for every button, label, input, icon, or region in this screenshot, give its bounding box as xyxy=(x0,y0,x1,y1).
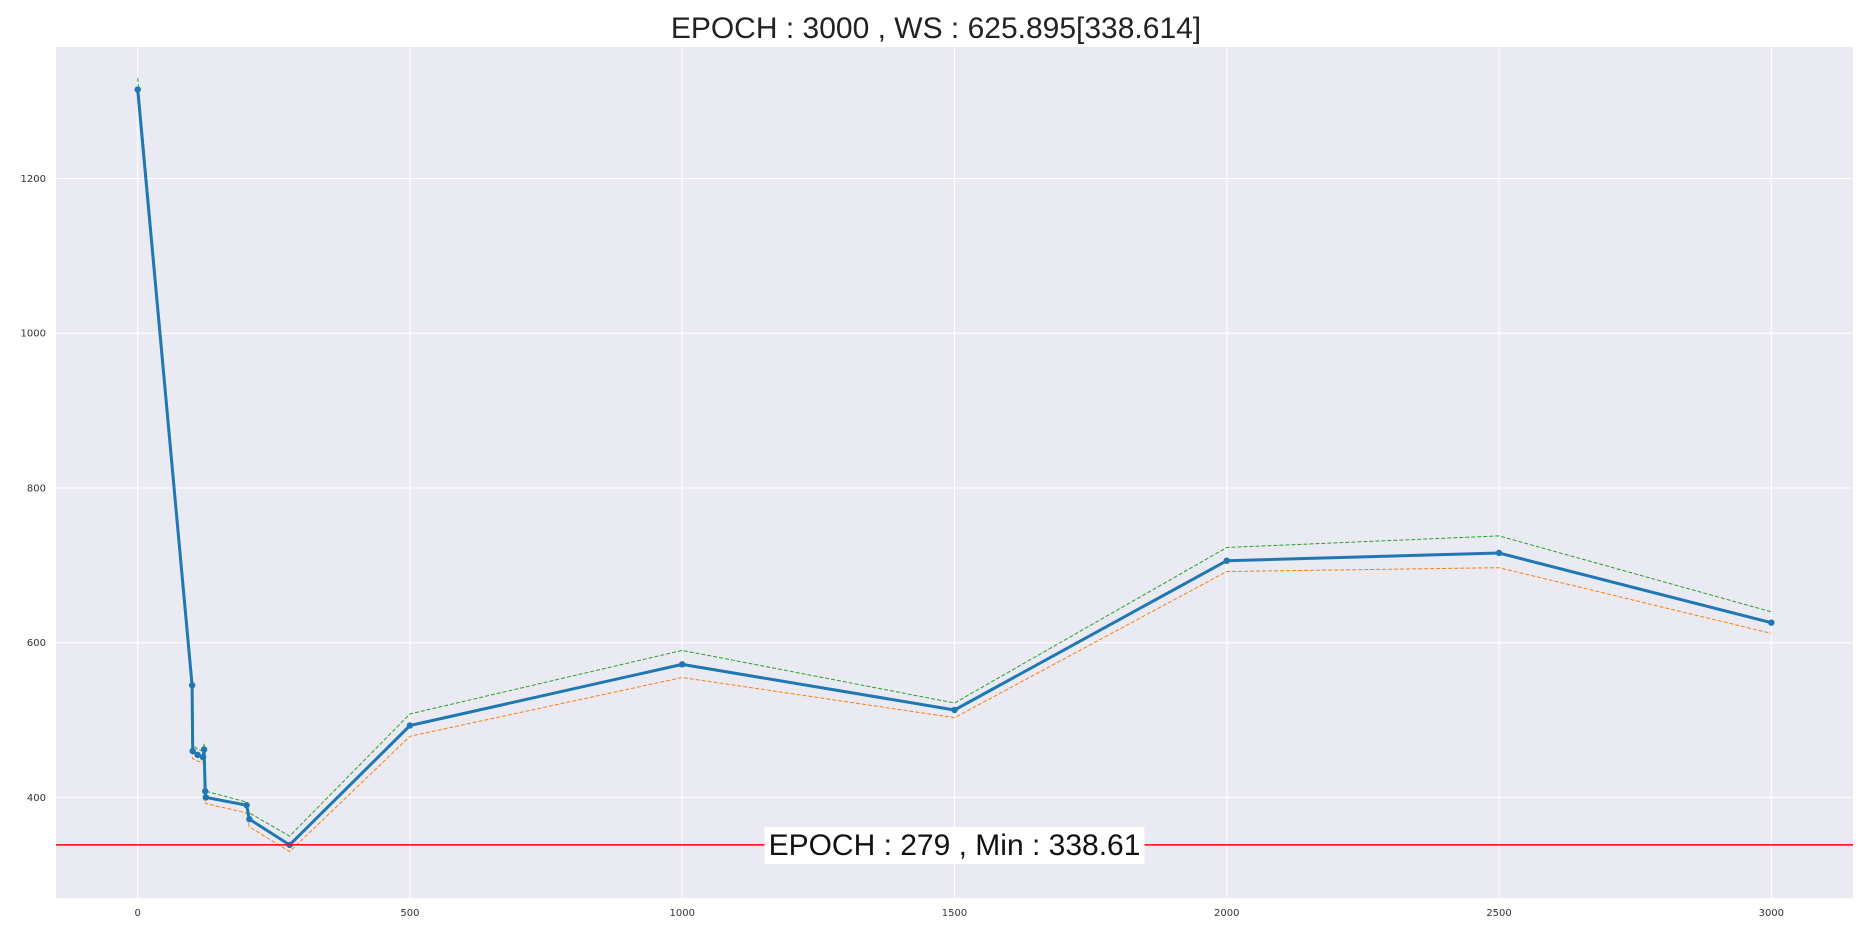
data-point xyxy=(1768,619,1775,626)
x-tick-label: 500 xyxy=(400,908,419,919)
data-point xyxy=(406,722,414,729)
y-tick-label: 1000 xyxy=(21,329,46,340)
x-tick-label: 3000 xyxy=(1759,908,1784,919)
series-upper-line xyxy=(137,77,1772,837)
x-tick-label: 1500 xyxy=(942,908,967,919)
data-point xyxy=(202,794,209,801)
data-point xyxy=(243,801,250,809)
data-point xyxy=(188,682,196,689)
data-point xyxy=(1223,557,1230,564)
annotation-box xyxy=(764,826,1145,864)
annotation-layer: EPOCH : 279 , Min : 338.61 xyxy=(764,826,1145,864)
chart-title: EPOCH : 3000 , WS : 625.895[338.614] xyxy=(670,12,1202,45)
y-tick-label: 1200 xyxy=(21,174,46,185)
x-tick-label: 0 xyxy=(134,908,140,919)
data-point xyxy=(199,753,207,761)
data-point xyxy=(189,747,196,755)
data-point xyxy=(200,746,208,753)
y-tick-label: 800 xyxy=(27,483,46,494)
data-point xyxy=(1495,549,1503,557)
data-point xyxy=(202,788,209,795)
series-lines xyxy=(134,77,1775,853)
y-tick-label: 400 xyxy=(27,793,46,804)
x-tick-label: 1000 xyxy=(670,908,695,919)
axis-ticks: 0 500 1000 1500 2000 2500 3000 400 600 800 1000 120… xyxy=(21,174,1784,919)
min-annotation-text: EPOCH : 279 , Min : 338.61 xyxy=(769,829,1141,862)
grid xyxy=(56,47,1853,898)
data-point xyxy=(679,661,686,668)
x-tick-label: 2500 xyxy=(1486,908,1511,919)
data-point xyxy=(951,706,958,714)
data-point xyxy=(194,751,201,759)
data-point xyxy=(246,815,253,823)
y-tick-label: 600 xyxy=(27,638,46,649)
data-point xyxy=(134,86,141,93)
x-tick-label: 2000 xyxy=(1214,908,1239,919)
